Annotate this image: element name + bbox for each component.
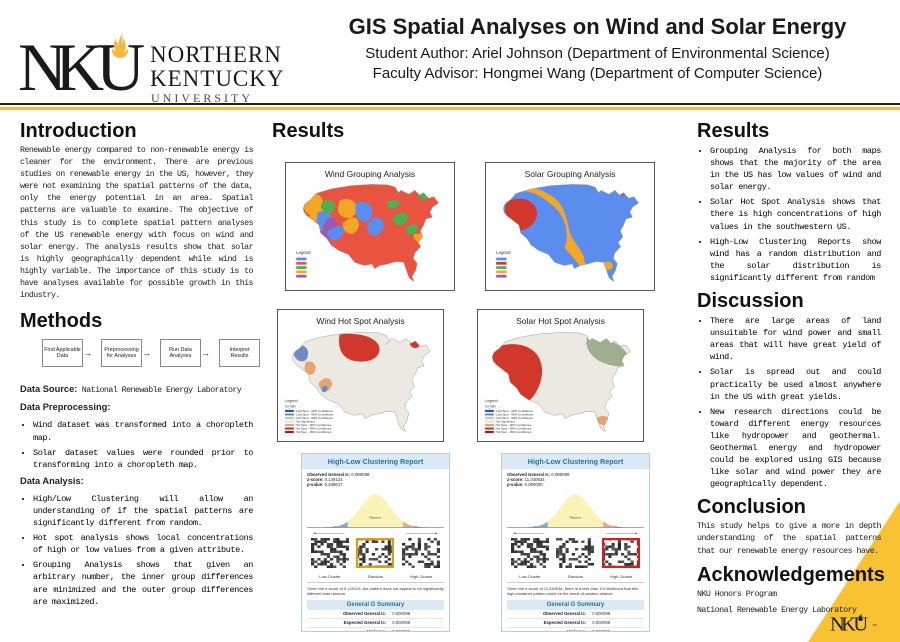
svg-text:Legend: Legend	[496, 250, 511, 255]
svg-text:Significant: Significant	[521, 535, 534, 536]
svg-text:NORTHERN: NORTHERN	[150, 42, 282, 67]
svg-text:Legend: Legend	[485, 399, 498, 403]
svg-text:Gi_Bin: Gi_Bin	[485, 404, 496, 408]
svg-text:Significant: Significant	[418, 535, 431, 536]
svg-text:Random: Random	[570, 515, 582, 519]
svg-text:Legend: Legend	[296, 250, 311, 255]
svg-text:Significant: Significant	[321, 535, 334, 536]
svg-text:Gi_Bin: Gi_Bin	[285, 404, 296, 408]
svg-text:Hot Spot - 99% Confidence: Hot Spot - 99% Confidence	[296, 430, 332, 434]
svg-text:KENTUCKY: KENTUCKY	[150, 66, 285, 91]
svg-text:Hot Spot - 99% Confidence: Hot Spot - 99% Confidence	[496, 430, 532, 434]
svg-text:Significant: Significant	[618, 535, 631, 536]
svg-text:Random: Random	[370, 515, 382, 519]
svg-text:TM: TM	[873, 623, 878, 627]
svg-text:Legend: Legend	[285, 399, 298, 403]
